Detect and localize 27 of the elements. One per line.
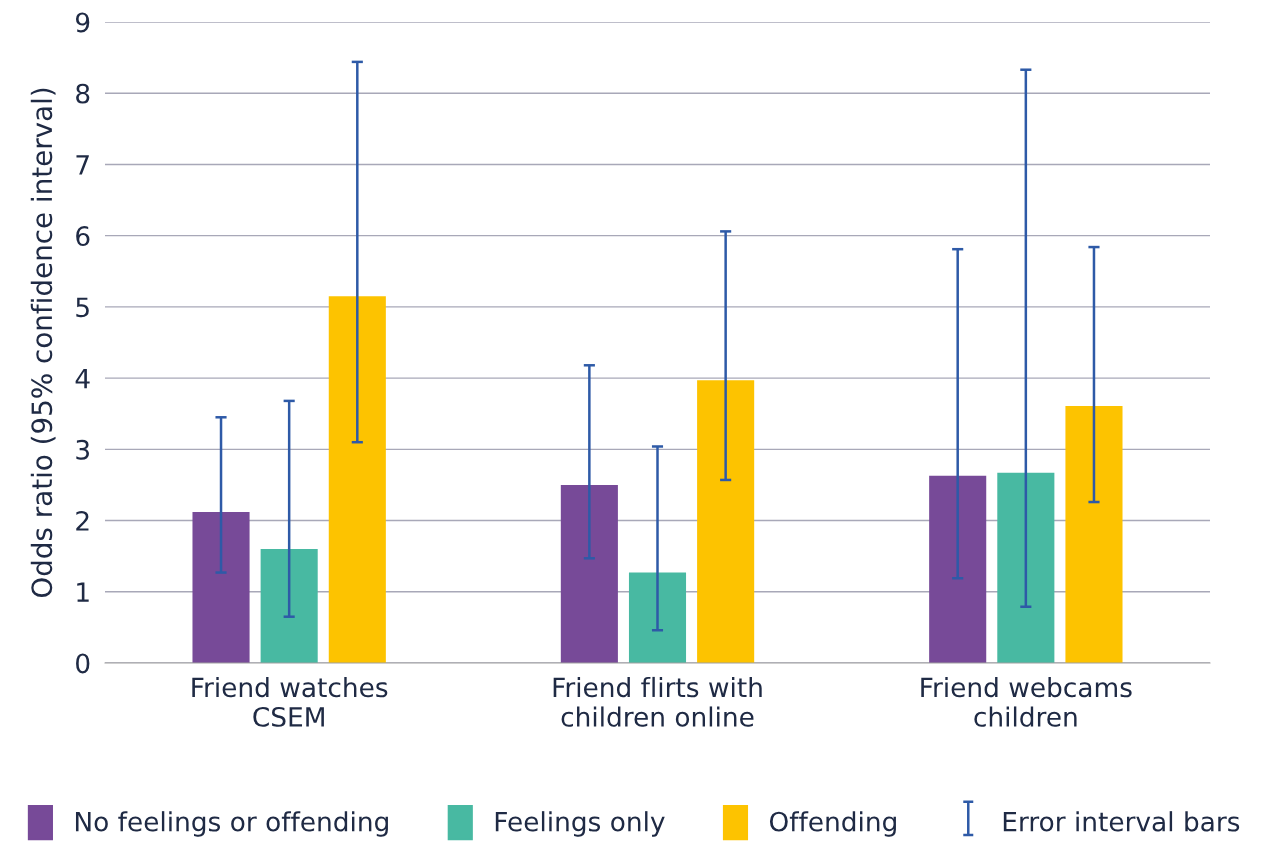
bar — [697, 380, 755, 663]
y-tick-label: 4 — [75, 368, 90, 389]
y-tick-label: 7 — [76, 155, 89, 175]
y-tick-label: 5 — [76, 297, 89, 318]
y-tick-label: 1 — [77, 582, 89, 602]
x-tick-label: Friend watches CSEM — [192, 676, 388, 727]
y-axis-title: Odds ratio (95% confidence interval) — [30, 88, 56, 598]
y-tick-label: 9 — [75, 12, 90, 33]
legend-label: Feelings only — [495, 811, 665, 837]
x-tick-label: Friend webcams children — [921, 676, 1132, 727]
bar — [628, 572, 687, 663]
y-tick-label: 3 — [76, 439, 89, 460]
legend-label: No feelings or offending — [75, 811, 388, 837]
bar — [1065, 405, 1123, 663]
y-tick-label: 6 — [76, 226, 90, 247]
bar — [192, 512, 250, 663]
legend-label: Offending — [769, 811, 896, 837]
bar — [560, 484, 618, 663]
y-tick-label: 2 — [76, 511, 89, 531]
bar — [328, 296, 386, 663]
y-tick-label: 8 — [76, 83, 90, 104]
x-tick-label: Friend flirts with children online — [553, 676, 762, 727]
y-tick-label: 0 — [76, 653, 90, 674]
bar — [260, 549, 318, 663]
bar — [929, 475, 987, 663]
text: Error interval bars — [1003, 811, 1240, 832]
bar — [997, 472, 1055, 663]
